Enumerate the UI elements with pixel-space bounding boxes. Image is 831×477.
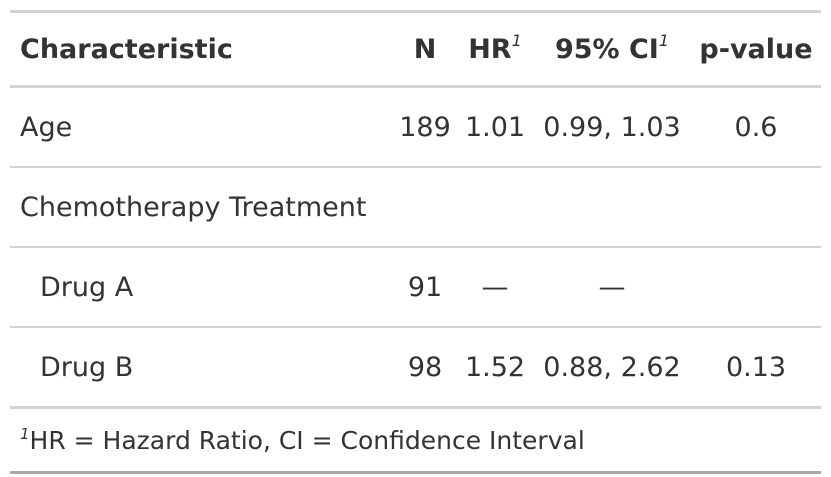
regression-table: Characteristic N HR1 95% CI1 p-value Age… [10, 10, 821, 474]
table-row: Age 189 1.01 0.99, 1.03 0.6 [10, 86, 821, 168]
header-hr-footnote-mark: 1 [511, 30, 522, 50]
row-ci [533, 167, 691, 248]
row-hr: 1.01 [457, 86, 533, 168]
header-p-value-label: p-value [699, 33, 813, 65]
footnote-text: HR = Hazard Ratio, CI = Confidence Inter… [29, 425, 585, 455]
table-row: Drug A 91 — — [10, 247, 821, 328]
row-n [393, 167, 457, 248]
header-characteristic: Characteristic [10, 11, 393, 88]
row-label: Drug B [10, 327, 393, 409]
footnote-row: 1HR = Hazard Ratio, CI = Confidence Inte… [10, 408, 821, 473]
header-ci: 95% CI1 [533, 11, 691, 88]
row-ci: — [533, 247, 691, 328]
table-footer: 1HR = Hazard Ratio, CI = Confidence Inte… [10, 408, 821, 473]
row-label: Drug A [10, 247, 393, 328]
row-p-value: 0.13 [691, 327, 821, 409]
header-hr-label: HR [468, 33, 512, 65]
row-ci: 0.99, 1.03 [533, 86, 691, 168]
row-n: 189 [393, 86, 457, 168]
table-body: Age 189 1.01 0.99, 1.03 0.6 Chemotherapy… [10, 86, 821, 409]
regression-table-container: Characteristic N HR1 95% CI1 p-value Age… [10, 10, 821, 474]
footnote: 1HR = Hazard Ratio, CI = Confidence Inte… [10, 408, 821, 473]
row-n: 98 [393, 327, 457, 409]
footnote-mark: 1 [20, 424, 30, 443]
row-p-value: 0.6 [691, 86, 821, 168]
row-hr: — [457, 247, 533, 328]
header-p-value: p-value [691, 11, 821, 88]
row-label: Age [10, 86, 393, 168]
header-hr: HR1 [457, 11, 533, 88]
row-p-value [691, 247, 821, 328]
table-row: Drug B 98 1.52 0.88, 2.62 0.13 [10, 327, 821, 409]
row-label: Chemotherapy Treatment [10, 167, 393, 248]
header-characteristic-label: Characteristic [20, 33, 233, 65]
header-ci-label: 95% CI [554, 33, 659, 65]
header-row: Characteristic N HR1 95% CI1 p-value [10, 11, 821, 88]
header-n-label: N [413, 33, 437, 65]
row-ci: 0.88, 2.62 [533, 327, 691, 409]
table-row: Chemotherapy Treatment [10, 167, 821, 248]
header-ci-footnote-mark: 1 [658, 30, 670, 50]
header-n: N [393, 11, 457, 88]
row-hr [457, 167, 533, 248]
row-p-value [691, 167, 821, 248]
row-hr: 1.52 [457, 327, 533, 409]
table-header: Characteristic N HR1 95% CI1 p-value [10, 11, 821, 88]
row-n: 91 [393, 247, 457, 328]
